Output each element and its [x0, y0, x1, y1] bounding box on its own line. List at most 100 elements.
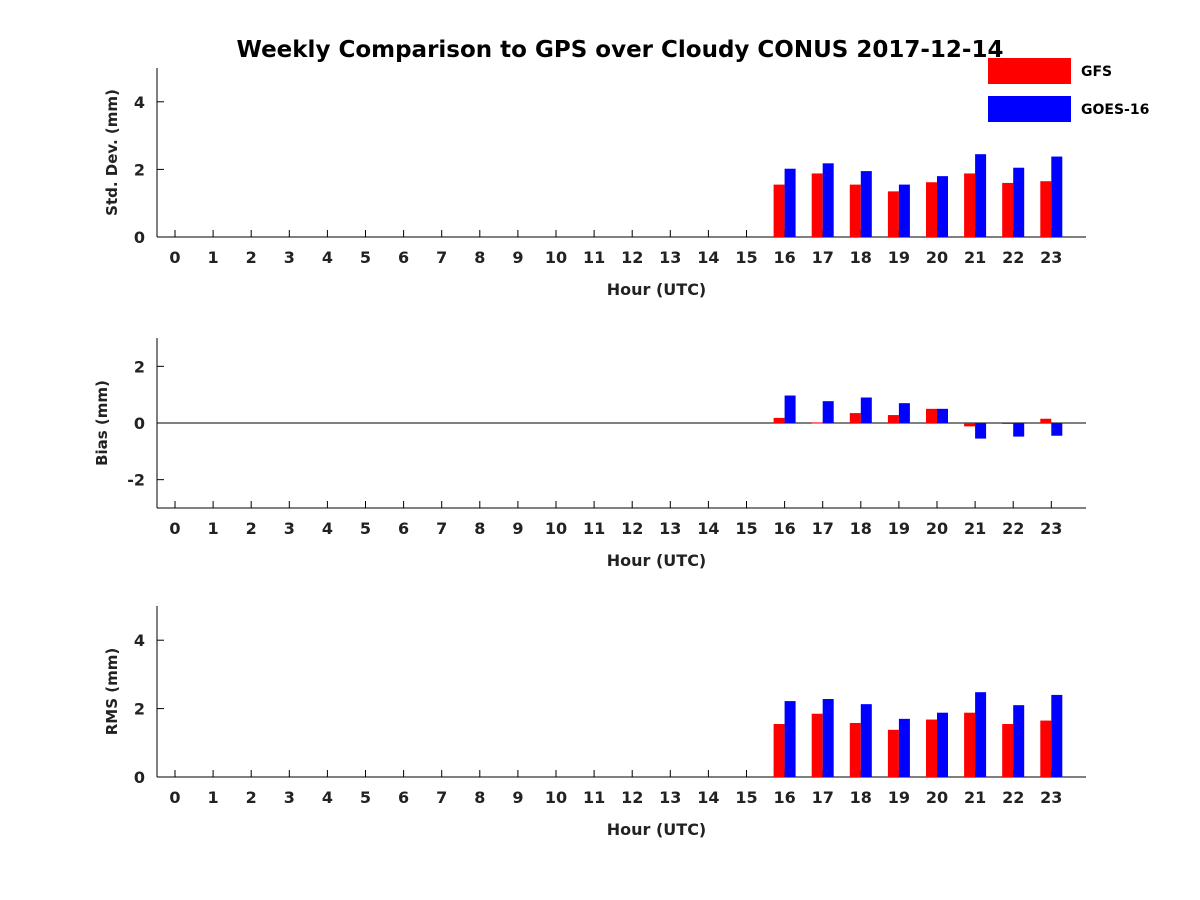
bar-goes16-20 [937, 408, 948, 423]
bar-gfs-20 [926, 408, 937, 423]
bar-goes16-21 [975, 154, 987, 237]
legend-swatch-goes16 [988, 96, 1071, 122]
x-tick-label: 12 [621, 248, 643, 267]
bar-gfs-19 [887, 191, 899, 237]
bar-gfs-22 [1002, 423, 1014, 424]
x-tick-label: 2 [246, 248, 257, 267]
legend-label-gfs: GFS [1081, 64, 1112, 80]
bar-goes16-21 [975, 423, 987, 439]
x-tick-label: 15 [735, 519, 757, 538]
x-tick-label: 17 [812, 788, 834, 807]
x-tick-label: 11 [583, 519, 605, 538]
bar-goes16-19 [898, 403, 910, 423]
x-tick-label: 0 [169, 519, 180, 538]
x-tick-label: 14 [697, 788, 719, 807]
x-tick-label: 23 [1040, 519, 1062, 538]
x-tick-label: 13 [659, 248, 681, 267]
x-tick-label: 8 [474, 519, 485, 538]
x-tick-label: 2 [246, 519, 257, 538]
x-tick-label: 8 [474, 788, 485, 807]
x-tick-label: 13 [659, 788, 681, 807]
x-tick-label: 7 [436, 788, 447, 807]
x-tick-label: 12 [621, 788, 643, 807]
bar-goes16-23 [1051, 156, 1063, 237]
bar-goes16-22 [1013, 705, 1025, 777]
x-tick-label: 9 [512, 788, 523, 807]
bar-goes16-22 [1013, 423, 1025, 437]
y-axis-label: RMS (mm) [103, 648, 121, 735]
x-axis-label: Hour (UTC) [607, 820, 707, 839]
bar-gfs-21 [964, 423, 976, 427]
x-tick-label: 0 [169, 788, 180, 807]
bar-gfs-23 [1040, 418, 1052, 423]
bar-goes16-21 [975, 692, 987, 777]
bar-goes16-18 [860, 397, 872, 423]
x-tick-label: 23 [1040, 788, 1062, 807]
bar-gfs-17 [811, 422, 823, 424]
bar-gfs-21 [964, 712, 976, 777]
x-tick-label: 22 [1002, 248, 1024, 267]
x-tick-label: 16 [773, 519, 795, 538]
bar-gfs-20 [926, 719, 937, 777]
y-axis-label: Bias (mm) [93, 380, 111, 466]
x-tick-label: 15 [735, 788, 757, 807]
bar-goes16-16 [784, 168, 796, 237]
y-tick-label: 2 [134, 700, 145, 719]
x-axis-label: Hour (UTC) [607, 551, 707, 570]
bar-gfs-20 [926, 182, 937, 237]
x-tick-label: 18 [850, 519, 872, 538]
x-tick-label: 1 [208, 248, 219, 267]
bar-goes16-19 [898, 184, 910, 237]
x-tick-label: 17 [812, 248, 834, 267]
chart-title: Weekly Comparison to GPS over Cloudy CON… [237, 37, 1004, 63]
bar-goes16-17 [822, 699, 834, 777]
x-tick-label: 18 [850, 248, 872, 267]
x-tick-label: 19 [888, 248, 910, 267]
y-tick-label: 0 [134, 768, 145, 787]
x-tick-label: 20 [926, 788, 948, 807]
y-tick-label: 4 [134, 93, 145, 112]
x-tick-label: 10 [545, 788, 567, 807]
x-tick-label: 3 [284, 248, 295, 267]
bar-gfs-18 [849, 722, 861, 777]
x-tick-label: 11 [583, 788, 605, 807]
bar-goes16-16 [784, 395, 796, 423]
x-tick-label: 21 [964, 788, 986, 807]
bar-goes16-20 [937, 176, 948, 237]
x-tick-label: 0 [169, 248, 180, 267]
x-tick-label: 7 [436, 519, 447, 538]
x-tick-label: 3 [284, 788, 295, 807]
x-tick-label: 16 [773, 788, 795, 807]
bar-gfs-22 [1002, 182, 1014, 237]
bar-goes16-18 [860, 171, 872, 237]
x-tick-label: 13 [659, 519, 681, 538]
x-tick-label: 18 [850, 788, 872, 807]
x-tick-label: 10 [545, 248, 567, 267]
bar-gfs-21 [964, 173, 976, 237]
x-tick-label: 20 [926, 519, 948, 538]
x-tick-label: 8 [474, 248, 485, 267]
legend: GFS GOES-16 [988, 58, 1149, 122]
x-tick-label: 4 [322, 248, 333, 267]
x-tick-label: 5 [360, 788, 371, 807]
y-tick-label: 2 [134, 160, 145, 179]
bar-gfs-18 [849, 184, 861, 237]
legend-label-goes16: GOES-16 [1081, 102, 1149, 118]
bar-gfs-23 [1040, 181, 1052, 237]
x-tick-label: 19 [888, 519, 910, 538]
bar-gfs-17 [811, 173, 823, 237]
legend-swatch-gfs [988, 58, 1071, 84]
bar-gfs-16 [773, 184, 785, 237]
x-tick-label: 20 [926, 248, 948, 267]
y-tick-label: 0 [134, 228, 145, 247]
x-tick-label: 21 [964, 248, 986, 267]
x-tick-label: 1 [208, 788, 219, 807]
y-tick-label: 0 [134, 414, 145, 433]
x-tick-label: 5 [360, 519, 371, 538]
x-tick-label: 21 [964, 519, 986, 538]
y-tick-label: 4 [134, 631, 145, 650]
